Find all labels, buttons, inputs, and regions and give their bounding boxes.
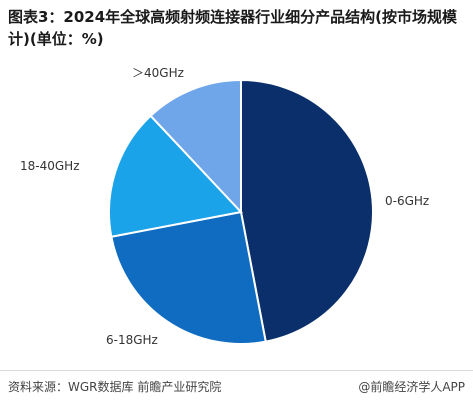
slice-label: 6-18GHz <box>106 333 158 347</box>
slice-label: ＞40GHz <box>132 66 184 80</box>
brand-credit: @前瞻经济学人APP <box>358 380 465 394</box>
pie-chart: 0-6GHz 6-18GHz 18-40GHz ＞40GHz <box>20 66 429 347</box>
pie-slice <box>108 114 243 238</box>
slice-label: 0-6GHz <box>385 194 429 208</box>
footer-divider <box>0 370 473 371</box>
source-note: 资料来源：WGR数据库 前瞻产业研究院 <box>8 380 222 394</box>
pie-slice <box>240 78 374 343</box>
pie-slice <box>149 78 242 215</box>
pie-slice <box>110 210 267 345</box>
slice-label: 18-40GHz <box>20 159 80 173</box>
chart-title: 图表3：2024年全球高频射频连接器行业细分产品结构(按市场规模计)(单位：%) <box>8 8 458 48</box>
